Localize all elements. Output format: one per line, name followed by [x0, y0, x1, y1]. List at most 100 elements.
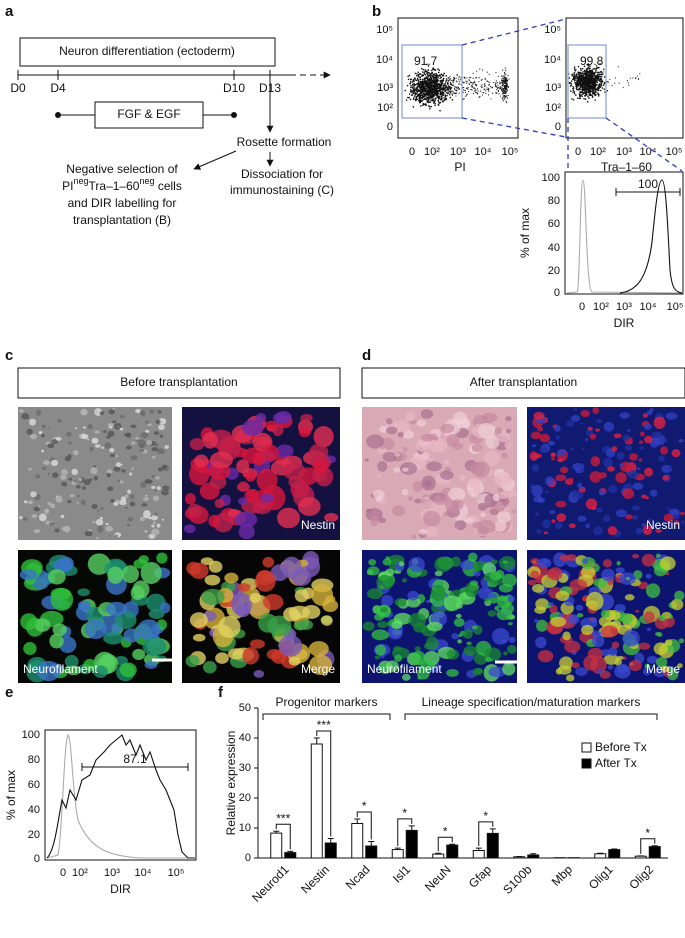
- event: [580, 69, 582, 71]
- event: [444, 99, 446, 101]
- group-label: Lineage specification/maturation markers: [422, 695, 641, 709]
- cell: [632, 554, 639, 558]
- cell: [49, 634, 63, 649]
- arrow: [194, 151, 236, 169]
- event: [430, 106, 432, 108]
- event: [426, 97, 428, 99]
- cell: [39, 513, 47, 521]
- event: [463, 89, 464, 90]
- cell: [580, 467, 585, 472]
- cell: [544, 531, 548, 534]
- cell: [76, 485, 81, 489]
- event: [415, 84, 417, 86]
- cell: [55, 495, 62, 502]
- event: [592, 75, 594, 77]
- cell: [644, 436, 653, 444]
- cell: [85, 619, 107, 639]
- cell: [603, 559, 612, 567]
- event: [578, 81, 580, 83]
- event: [453, 77, 454, 78]
- x-tick-label: Olig2: [626, 862, 656, 892]
- cell: [616, 561, 620, 566]
- error-bar: [368, 842, 374, 847]
- cell: [473, 487, 481, 496]
- cell: [681, 520, 684, 523]
- event: [574, 68, 576, 70]
- cell: [448, 487, 466, 501]
- cell: [82, 486, 86, 489]
- cell: [81, 434, 88, 439]
- cell: [507, 645, 516, 654]
- event: [601, 77, 602, 78]
- cell: [508, 622, 513, 625]
- cell: [485, 657, 492, 662]
- event: [500, 87, 501, 88]
- event: [579, 91, 581, 93]
- event: [503, 99, 504, 100]
- legend-label: Before Tx: [595, 740, 647, 754]
- event: [424, 70, 426, 72]
- event: [420, 105, 422, 107]
- event: [588, 94, 590, 96]
- x-tick-label: 0: [60, 867, 66, 879]
- cell: [554, 425, 561, 432]
- cell: [60, 475, 66, 480]
- event: [422, 80, 424, 82]
- event: [476, 84, 477, 85]
- event: [580, 94, 582, 96]
- x-tick-label: 10⁴: [475, 146, 492, 158]
- cell: [455, 520, 467, 530]
- event: [578, 83, 580, 85]
- event: [431, 70, 433, 72]
- event: [413, 90, 415, 92]
- cell: [151, 525, 154, 528]
- cell: [596, 419, 602, 423]
- cell: [671, 599, 683, 611]
- event: [488, 81, 489, 82]
- event: [427, 86, 429, 88]
- event: [441, 88, 443, 90]
- cell: [57, 419, 61, 423]
- event: [427, 100, 429, 102]
- cell: [570, 579, 588, 591]
- cell: [190, 438, 205, 450]
- event: [501, 89, 502, 90]
- bar: [325, 843, 336, 858]
- cell: [294, 621, 307, 631]
- event: [430, 95, 432, 97]
- event: [434, 73, 436, 75]
- error-bar: [328, 839, 334, 844]
- cell: [623, 434, 630, 440]
- cell: [460, 560, 474, 570]
- event: [431, 97, 433, 99]
- cell: [443, 460, 450, 464]
- cell: [122, 565, 139, 583]
- cell: [643, 413, 648, 418]
- event: [502, 88, 503, 89]
- cell: [534, 619, 539, 622]
- event: [595, 85, 597, 87]
- x-axis-label: PI: [454, 160, 465, 174]
- x-axis-label: DIR: [614, 316, 635, 330]
- event: [424, 95, 426, 97]
- cell: [608, 485, 617, 493]
- event: [593, 73, 595, 75]
- image-caption: Nestin: [301, 518, 335, 532]
- event: [446, 95, 448, 97]
- event: [506, 102, 507, 103]
- cell: [556, 591, 570, 601]
- cell: [649, 408, 654, 412]
- image-caption: Nestin: [646, 518, 680, 532]
- event: [430, 82, 432, 84]
- cell: [603, 515, 610, 522]
- event: [412, 84, 414, 86]
- event: [496, 93, 497, 94]
- cell: [533, 496, 543, 503]
- event: [485, 93, 486, 94]
- bar: [352, 824, 363, 859]
- event: [601, 81, 603, 83]
- event: [431, 72, 433, 74]
- event: [449, 76, 450, 77]
- event: [611, 85, 612, 86]
- cell: [39, 431, 43, 434]
